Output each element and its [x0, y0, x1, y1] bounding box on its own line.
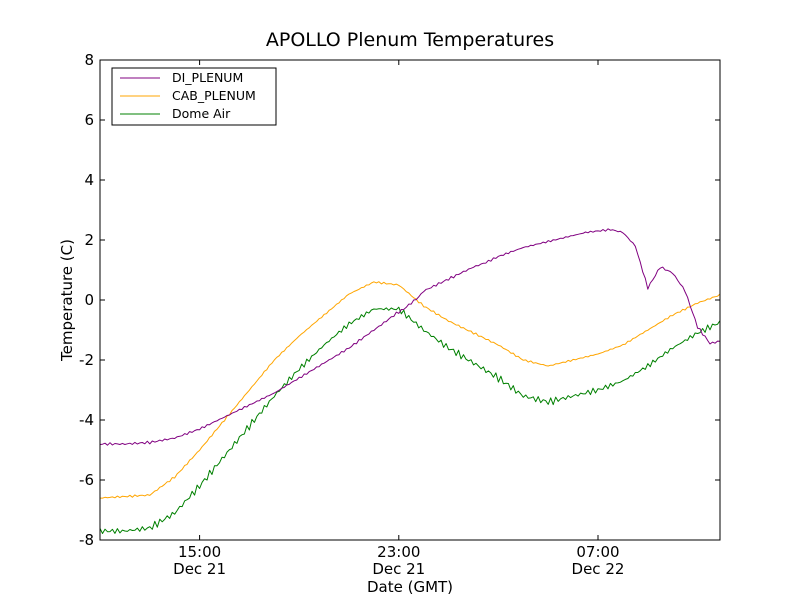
legend: DI_PLENUM CAB_PLENUM Dome Air	[111, 67, 277, 126]
x-tick-label-date: Dec 21	[372, 560, 425, 578]
legend-label-di-plenum: DI_PLENUM	[172, 70, 243, 85]
x-tick-label-date: Dec 22	[572, 560, 625, 578]
y-tick-label: -2	[79, 351, 94, 369]
y-tick-label: 0	[84, 291, 94, 309]
series-line-di-plenum	[99, 228, 721, 446]
legend-label-cab-plenum: CAB_PLENUM	[172, 88, 256, 103]
y-tick-label: 4	[84, 171, 94, 189]
y-tick-label: -4	[79, 411, 94, 429]
y-tick-label: -6	[79, 471, 94, 489]
x-tick-label-time: 23:00	[377, 543, 420, 561]
x-tick-label-time: 07:00	[576, 543, 619, 561]
x-tick-label-time: 15:00	[178, 543, 221, 561]
plot-area	[100, 60, 720, 540]
x-tick-label-date: Dec 21	[173, 560, 226, 578]
chart-title: APOLLO Plenum Temperatures	[266, 29, 554, 51]
series-line-cab-plenum	[100, 281, 721, 499]
series-line-dome-air	[99, 306, 721, 534]
series-layer	[99, 228, 721, 534]
y-tick-label: -8	[79, 531, 94, 549]
plot-frame	[99, 59, 721, 541]
legend-label-dome-air: Dome Air	[172, 106, 231, 121]
y-tick-label: 2	[84, 231, 94, 249]
x-axis-label: Date (GMT)	[367, 578, 453, 596]
y-tick-label: 6	[84, 111, 94, 129]
y-tick-label: 8	[84, 51, 94, 69]
y-axis-label: Temperature (C)	[58, 239, 76, 362]
